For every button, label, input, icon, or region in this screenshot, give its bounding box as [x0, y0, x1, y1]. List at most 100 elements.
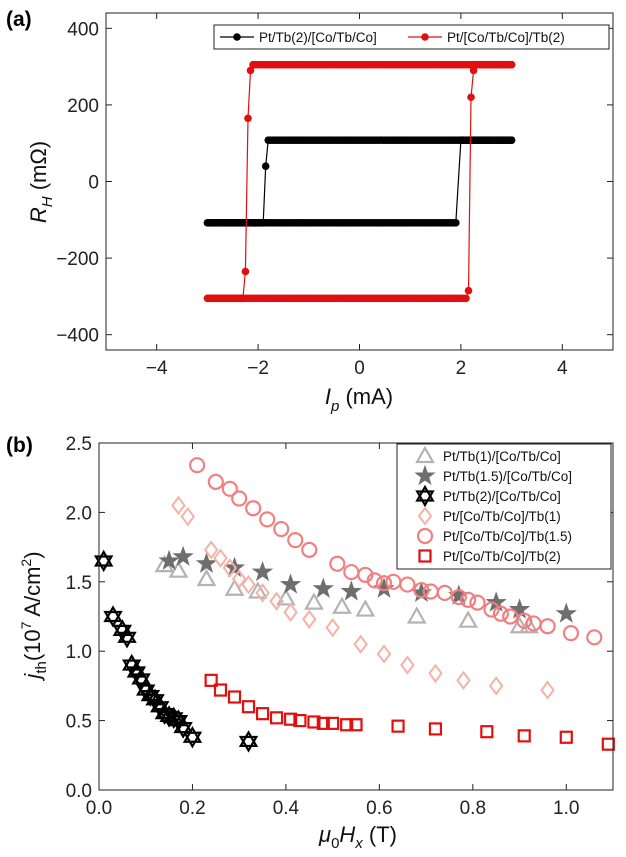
b-data-point: [340, 580, 362, 601]
b-data-point: [287, 532, 304, 549]
a-x-tick-label: 4: [557, 358, 568, 379]
b-data-point: [231, 569, 247, 589]
b-legend-marker: [415, 445, 435, 464]
b-data-point: [276, 588, 296, 606]
b-data-point: [485, 591, 507, 612]
a-series-line: [207, 139, 512, 224]
b-series-pt-tb-2-co-tb-co: [93, 549, 259, 753]
a-series-pt-tb-2-co-tb-co: [203, 136, 516, 227]
b-legend-marker: [414, 464, 436, 486]
b-data-point: [158, 549, 180, 571]
b-data-point: [172, 545, 194, 566]
b-data-point: [227, 690, 242, 704]
b-data-point: [458, 610, 479, 628]
panel-b-label: (b): [6, 434, 33, 457]
b-data-point: [279, 573, 302, 594]
b-data-point: [559, 730, 573, 744]
b-legend-marker: [417, 506, 433, 526]
a-data-point: [464, 286, 473, 295]
b-legend-label: Pt/Tb(1.5)/[Co/Tb/Co]: [443, 469, 572, 484]
b-data-point: [255, 583, 270, 603]
b-y-tick-label: 0.0: [66, 781, 92, 802]
b-data-point: [325, 617, 340, 638]
b-data-point: [247, 581, 268, 599]
b-data-point: [509, 615, 530, 634]
b-data-point: [488, 676, 504, 696]
b-data-point: [540, 680, 555, 700]
a-legend-box: [213, 24, 610, 50]
a-data-point: [241, 267, 250, 276]
b-data-point: [293, 713, 307, 728]
b-data-point: [241, 700, 256, 714]
b-y-tick-label: 2.5: [66, 434, 92, 455]
panel-b-y-axis-label: jth(107 A/cm2): [18, 551, 50, 681]
b-data-point: [213, 548, 228, 568]
a-data-point: [467, 93, 475, 102]
b-data-point: [406, 606, 427, 624]
b-data-point: [171, 495, 186, 516]
a-y-tick-label: 0: [88, 173, 99, 194]
panel-b-axes-box: [98, 442, 614, 791]
a-series-line: [207, 64, 512, 299]
b-data-point: [180, 506, 196, 527]
b-data-point: [224, 578, 245, 596]
b-data-point: [283, 712, 298, 726]
b-data-point: [93, 549, 114, 573]
b-data-point: [207, 473, 224, 490]
a-x-tick-label: 0: [354, 358, 365, 379]
b-data-point: [391, 719, 405, 733]
b-data-point: [516, 612, 533, 629]
a-x-tick-label: −2: [247, 358, 269, 379]
b-data-point: [376, 644, 392, 664]
b-data-point: [283, 602, 298, 623]
b-data-point: [203, 540, 219, 560]
b-data-point: [469, 594, 486, 611]
b-y-tick-label: 1.5: [66, 573, 92, 594]
b-data-point: [238, 730, 259, 753]
b-data-point: [269, 591, 284, 611]
b-data-point: [301, 541, 318, 558]
b-data-point: [450, 588, 467, 606]
b-data-point: [269, 711, 284, 725]
b-data-point: [245, 500, 262, 517]
b-data-point: [273, 520, 290, 538]
b-data-point: [221, 480, 238, 497]
a-legend-label: Pt/[Co/Tb/Co]/Tb(2): [447, 30, 565, 45]
a-data-point: [244, 114, 252, 123]
b-data-point: [196, 568, 217, 587]
b-data-point: [436, 584, 453, 602]
panel-a-x-axis-label: Ip (mA): [325, 384, 393, 415]
b-data-point: [428, 663, 443, 684]
b-data-point: [385, 573, 402, 590]
b-data-point: [562, 625, 580, 642]
b-data-point: [312, 577, 334, 598]
b-series-pt-co-tb-co-tb-2: [204, 673, 615, 751]
b-legend-box: [396, 443, 612, 570]
b-data-point: [103, 605, 123, 628]
b-x-tick-label: 1.0: [553, 798, 579, 819]
panel-a-ticks: −4 −2 0 2 4 −400 −200 0 200 400: [56, 13, 613, 379]
b-data-point: [332, 596, 352, 614]
b-data-point: [231, 490, 248, 507]
a-legend-marker: [421, 33, 429, 41]
panel-a-legend: Pt/Tb(2)/[Co/Tb/Co] Pt/[Co/Tb/Co]/Tb(2): [213, 24, 610, 50]
b-y-tick-label: 0.5: [66, 712, 92, 733]
a-data-point: [206, 294, 214, 303]
b-x-tick-label: 0.6: [366, 798, 392, 819]
b-data-point: [517, 729, 531, 743]
b-x-tick-label: 0.4: [273, 798, 300, 819]
a-data-point: [206, 219, 214, 227]
a-x-tick-label: 2: [456, 358, 467, 379]
b-data-point: [168, 560, 189, 578]
a-y-tick-label: −200: [56, 249, 99, 270]
b-x-tick-label: 0.2: [179, 798, 205, 819]
b-data-point: [353, 634, 368, 654]
panel-a-label: (a): [6, 8, 32, 31]
b-legend-marker: [415, 484, 435, 508]
a-y-tick-label: 400: [67, 19, 99, 40]
b-legend-label: Pt/[Co/Tb/Co]/Tb(2): [443, 549, 561, 564]
b-data-point: [117, 626, 137, 649]
b-data-point: [555, 602, 577, 623]
b-data-point: [460, 591, 477, 608]
b-data-point: [182, 726, 203, 749]
